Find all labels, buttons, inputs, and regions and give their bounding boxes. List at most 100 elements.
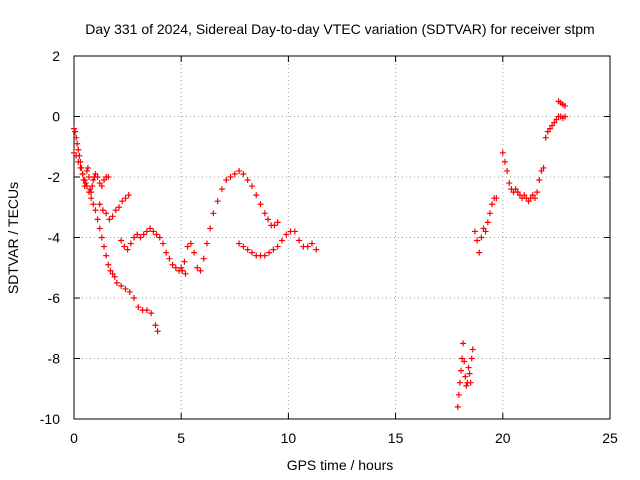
data-point-marker [240,243,247,250]
data-point-marker [478,234,485,241]
data-point-marker [462,373,469,380]
data-point-marker [207,225,214,232]
data-point-marker [203,240,210,247]
data-point-marker [92,170,99,177]
data-point-marker [116,204,123,211]
data-point-marker [109,270,116,277]
data-point-marker [111,273,118,280]
data-point-marker [178,264,185,271]
x-tick-label: 25 [602,430,618,446]
data-point-marker [480,225,487,232]
data-point-marker [99,207,106,214]
data-point-marker [227,174,234,180]
data-point-marker [131,295,138,301]
x-tick-label: 0 [70,430,78,446]
data-point-marker [266,249,273,256]
data-point-marker [313,246,320,253]
data-point-marker [81,183,88,190]
data-series-seg-e [178,167,281,274]
data-point-marker [88,189,95,196]
data-point-marker [166,255,173,262]
data-point-marker [103,252,110,259]
x-tick-label: 5 [177,430,185,446]
data-point-marker [459,355,466,362]
y-axis-label: SDTVAR / TECUs [5,182,21,294]
data-point-marker [75,146,82,153]
data-point-marker [191,249,198,256]
data-point-marker [135,304,142,311]
data-point-marker [253,192,260,199]
data-point-marker [536,177,543,184]
data-point-marker [169,261,176,268]
data-point-marker [76,152,83,159]
data-point-marker [179,267,186,274]
data-point-marker [218,186,225,193]
data-point-marker [542,134,549,141]
data-point-marker [465,364,472,371]
data-point-marker [84,164,91,171]
data-point-marker [296,237,303,244]
data-point-marker [87,186,94,193]
data-series-seg-a [71,149,161,335]
data-point-marker [200,255,207,262]
data-point-marker [96,201,103,208]
data-point-marker [531,195,538,202]
data-point-marker [197,267,204,274]
data-point-marker [112,207,119,214]
data-point-marker [78,164,85,171]
data-point-marker [147,225,154,232]
data-point-marker [561,102,568,109]
data-point-marker [482,228,489,235]
data-point-marker [504,167,511,174]
data-point-marker [551,119,558,126]
data-point-marker [159,240,166,247]
data-series-seg-g [454,340,476,410]
data-point-marker [240,170,247,177]
data-point-marker [538,167,545,174]
data-series-seg-i [499,149,547,205]
data-point-marker [122,195,129,202]
data-point-marker [86,174,93,180]
data-point-marker [126,288,133,295]
data-point-marker [457,367,464,374]
data-point-marker [467,379,474,386]
data-point-marker [72,128,79,135]
data-point-marker [143,307,150,314]
data-point-marker [73,134,80,141]
data-point-marker [466,370,473,377]
data-point-marker [118,282,125,289]
data-point-marker [94,174,101,180]
y-tick-label: -10 [40,411,60,427]
data-point-marker [210,210,217,217]
data-point-marker [125,192,132,199]
data-point-marker [74,140,81,147]
data-series-seg-h [471,195,500,256]
data-point-marker [549,122,556,129]
data-point-marker [261,210,268,217]
data-point-marker [471,228,478,235]
data-point-marker [454,403,461,410]
x-tick-label: 10 [281,430,297,446]
data-series-seg-b [71,125,112,196]
tick-labels: 0 5 10 15 20 25 -10 -8 -6 -4 -2 0 2 [40,48,618,446]
data-point-marker [231,170,238,177]
data-point-marker [118,237,125,244]
data-point-marker [90,177,97,184]
data-point-marker [278,237,285,244]
data-point-marker [83,167,90,174]
y-tick-label: -8 [48,351,61,367]
data-point-marker [544,128,551,135]
y-tick-label: 0 [52,109,60,125]
data-point-marker [534,189,541,196]
data-point-marker [143,228,150,235]
data-series-seg-k [555,98,568,109]
data-point-marker [194,264,201,271]
data-point-marker [265,216,272,223]
data-point-marker [468,355,475,362]
data-point-marker [154,328,161,335]
data-point-marker [103,210,110,217]
data-point-marker [223,177,230,184]
data-point-marker [546,125,553,132]
data-point-marker [77,158,84,165]
